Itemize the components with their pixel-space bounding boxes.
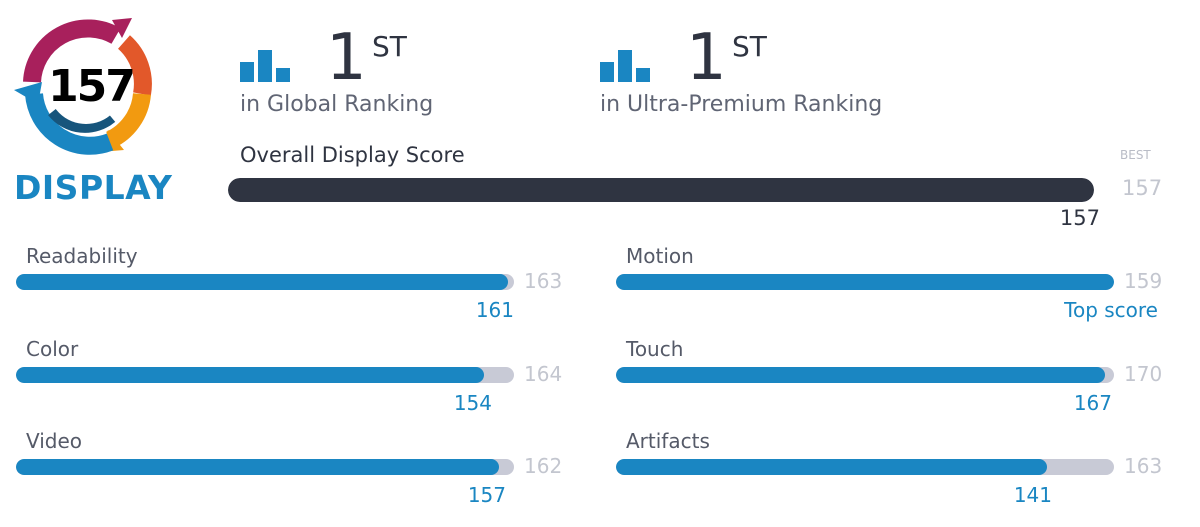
metric-label: Color: [26, 337, 79, 361]
metric-best: 170: [1124, 362, 1163, 386]
metric-best: 163: [1124, 454, 1163, 478]
badge-label: DISPLAY: [14, 168, 173, 207]
metric-fill: [616, 367, 1106, 383]
ultra-premium-rank-position: 1: [686, 21, 727, 95]
overall-best-value: 157: [1122, 176, 1163, 200]
score-ring-icon: [14, 18, 152, 155]
metric-value: 161: [475, 298, 514, 322]
ultra-premium-rank-suffix: ST: [732, 30, 767, 63]
metric-bar: [616, 274, 1114, 290]
overall-score-fill: [228, 178, 1094, 202]
metric-motion[interactable]: Motion 159 Top score: [616, 244, 1176, 324]
global-ranking[interactable]: 1 ST in Global Ranking: [240, 21, 540, 128]
metric-fill: [616, 459, 1047, 475]
metric-video[interactable]: Video 162 157: [16, 429, 576, 509]
metric-fill: [616, 274, 1114, 290]
metric-label: Touch: [626, 337, 684, 361]
metric-touch[interactable]: Touch 170 167: [616, 337, 1176, 417]
metric-bar: [616, 459, 1114, 475]
global-rank-position: 1: [326, 21, 367, 95]
overall-score-bar: [228, 178, 1094, 202]
metric-label: Video: [26, 429, 83, 453]
metric-best: 163: [524, 269, 563, 293]
metric-bar: [16, 274, 514, 290]
overall-score-value: 157: [1059, 206, 1100, 230]
bar-chart-icon: [240, 50, 292, 82]
metric-bar: [616, 367, 1114, 383]
metric-label: Readability: [26, 244, 138, 268]
global-rank-label: in Global Ranking: [240, 92, 434, 117]
metric-best: 164: [524, 362, 563, 386]
metric-artifacts[interactable]: Artifacts 163 141: [616, 429, 1176, 509]
badge-score: 157: [48, 60, 136, 112]
overall-score-title: Overall Display Score: [240, 143, 465, 167]
bar-chart-icon: [600, 50, 652, 82]
metric-best: 159: [1124, 269, 1163, 293]
metric-value: 157: [467, 483, 506, 507]
metric-value: Top score: [1064, 298, 1158, 322]
metric-value: 167: [1073, 391, 1112, 415]
metric-fill: [16, 274, 509, 290]
best-label: BEST: [1120, 148, 1151, 162]
metric-best: 162: [524, 454, 563, 478]
ultra-premium-rank-label: in Ultra-Premium Ranking: [600, 92, 883, 117]
metric-bar: [16, 367, 514, 383]
metric-readability[interactable]: Readability 163 161: [16, 244, 576, 324]
display-score-badge: 157: [12, 12, 164, 160]
metric-label: Motion: [626, 244, 694, 268]
metric-color[interactable]: Color 164 154: [16, 337, 576, 417]
metric-label: Artifacts: [626, 429, 710, 453]
metric-value: 154: [453, 391, 492, 415]
metric-bar: [16, 459, 514, 475]
metric-fill: [16, 367, 484, 383]
metric-value: 141: [1013, 483, 1052, 507]
metric-fill: [16, 459, 499, 475]
ultra-premium-ranking[interactable]: 1 ST in Ultra-Premium Ranking: [600, 21, 920, 128]
global-rank-suffix: ST: [372, 30, 407, 63]
